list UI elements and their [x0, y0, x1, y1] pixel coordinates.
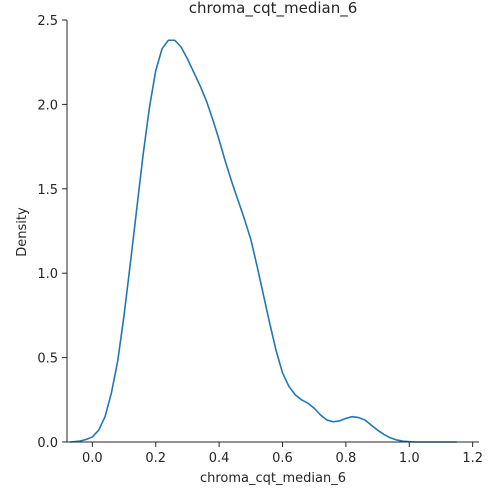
y-axis-label: Density	[15, 207, 30, 257]
chart-title: chroma_cqt_median_6	[189, 0, 358, 18]
x-axis-label: chroma_cqt_median_6	[200, 471, 346, 486]
density-line	[70, 39, 457, 443]
y-tick-label: 1.5	[37, 183, 58, 198]
x-tick-label: 0.6	[272, 451, 293, 466]
y-ticks: 0.0 0.5 1.0 1.5 2.0 2.5	[37, 14, 67, 451]
x-tick-label: 0.2	[145, 451, 166, 466]
y-tick-label: 2.0	[37, 98, 58, 113]
x-ticks: 0.0 0.2 0.4 0.6 0.8 1.0 1.2	[82, 442, 483, 466]
plot-area	[70, 39, 457, 443]
x-tick-label: 0.0	[82, 451, 103, 466]
y-tick-label: 2.5	[37, 14, 58, 29]
x-tick-label: 0.8	[336, 451, 357, 466]
x-tick-label: 1.2	[462, 451, 483, 466]
x-tick-label: 1.0	[399, 451, 420, 466]
y-tick-label: 0.5	[37, 352, 58, 367]
y-tick-label: 1.0	[37, 267, 58, 282]
y-tick-label: 0.0	[37, 436, 58, 451]
x-tick-label: 0.4	[209, 451, 230, 466]
